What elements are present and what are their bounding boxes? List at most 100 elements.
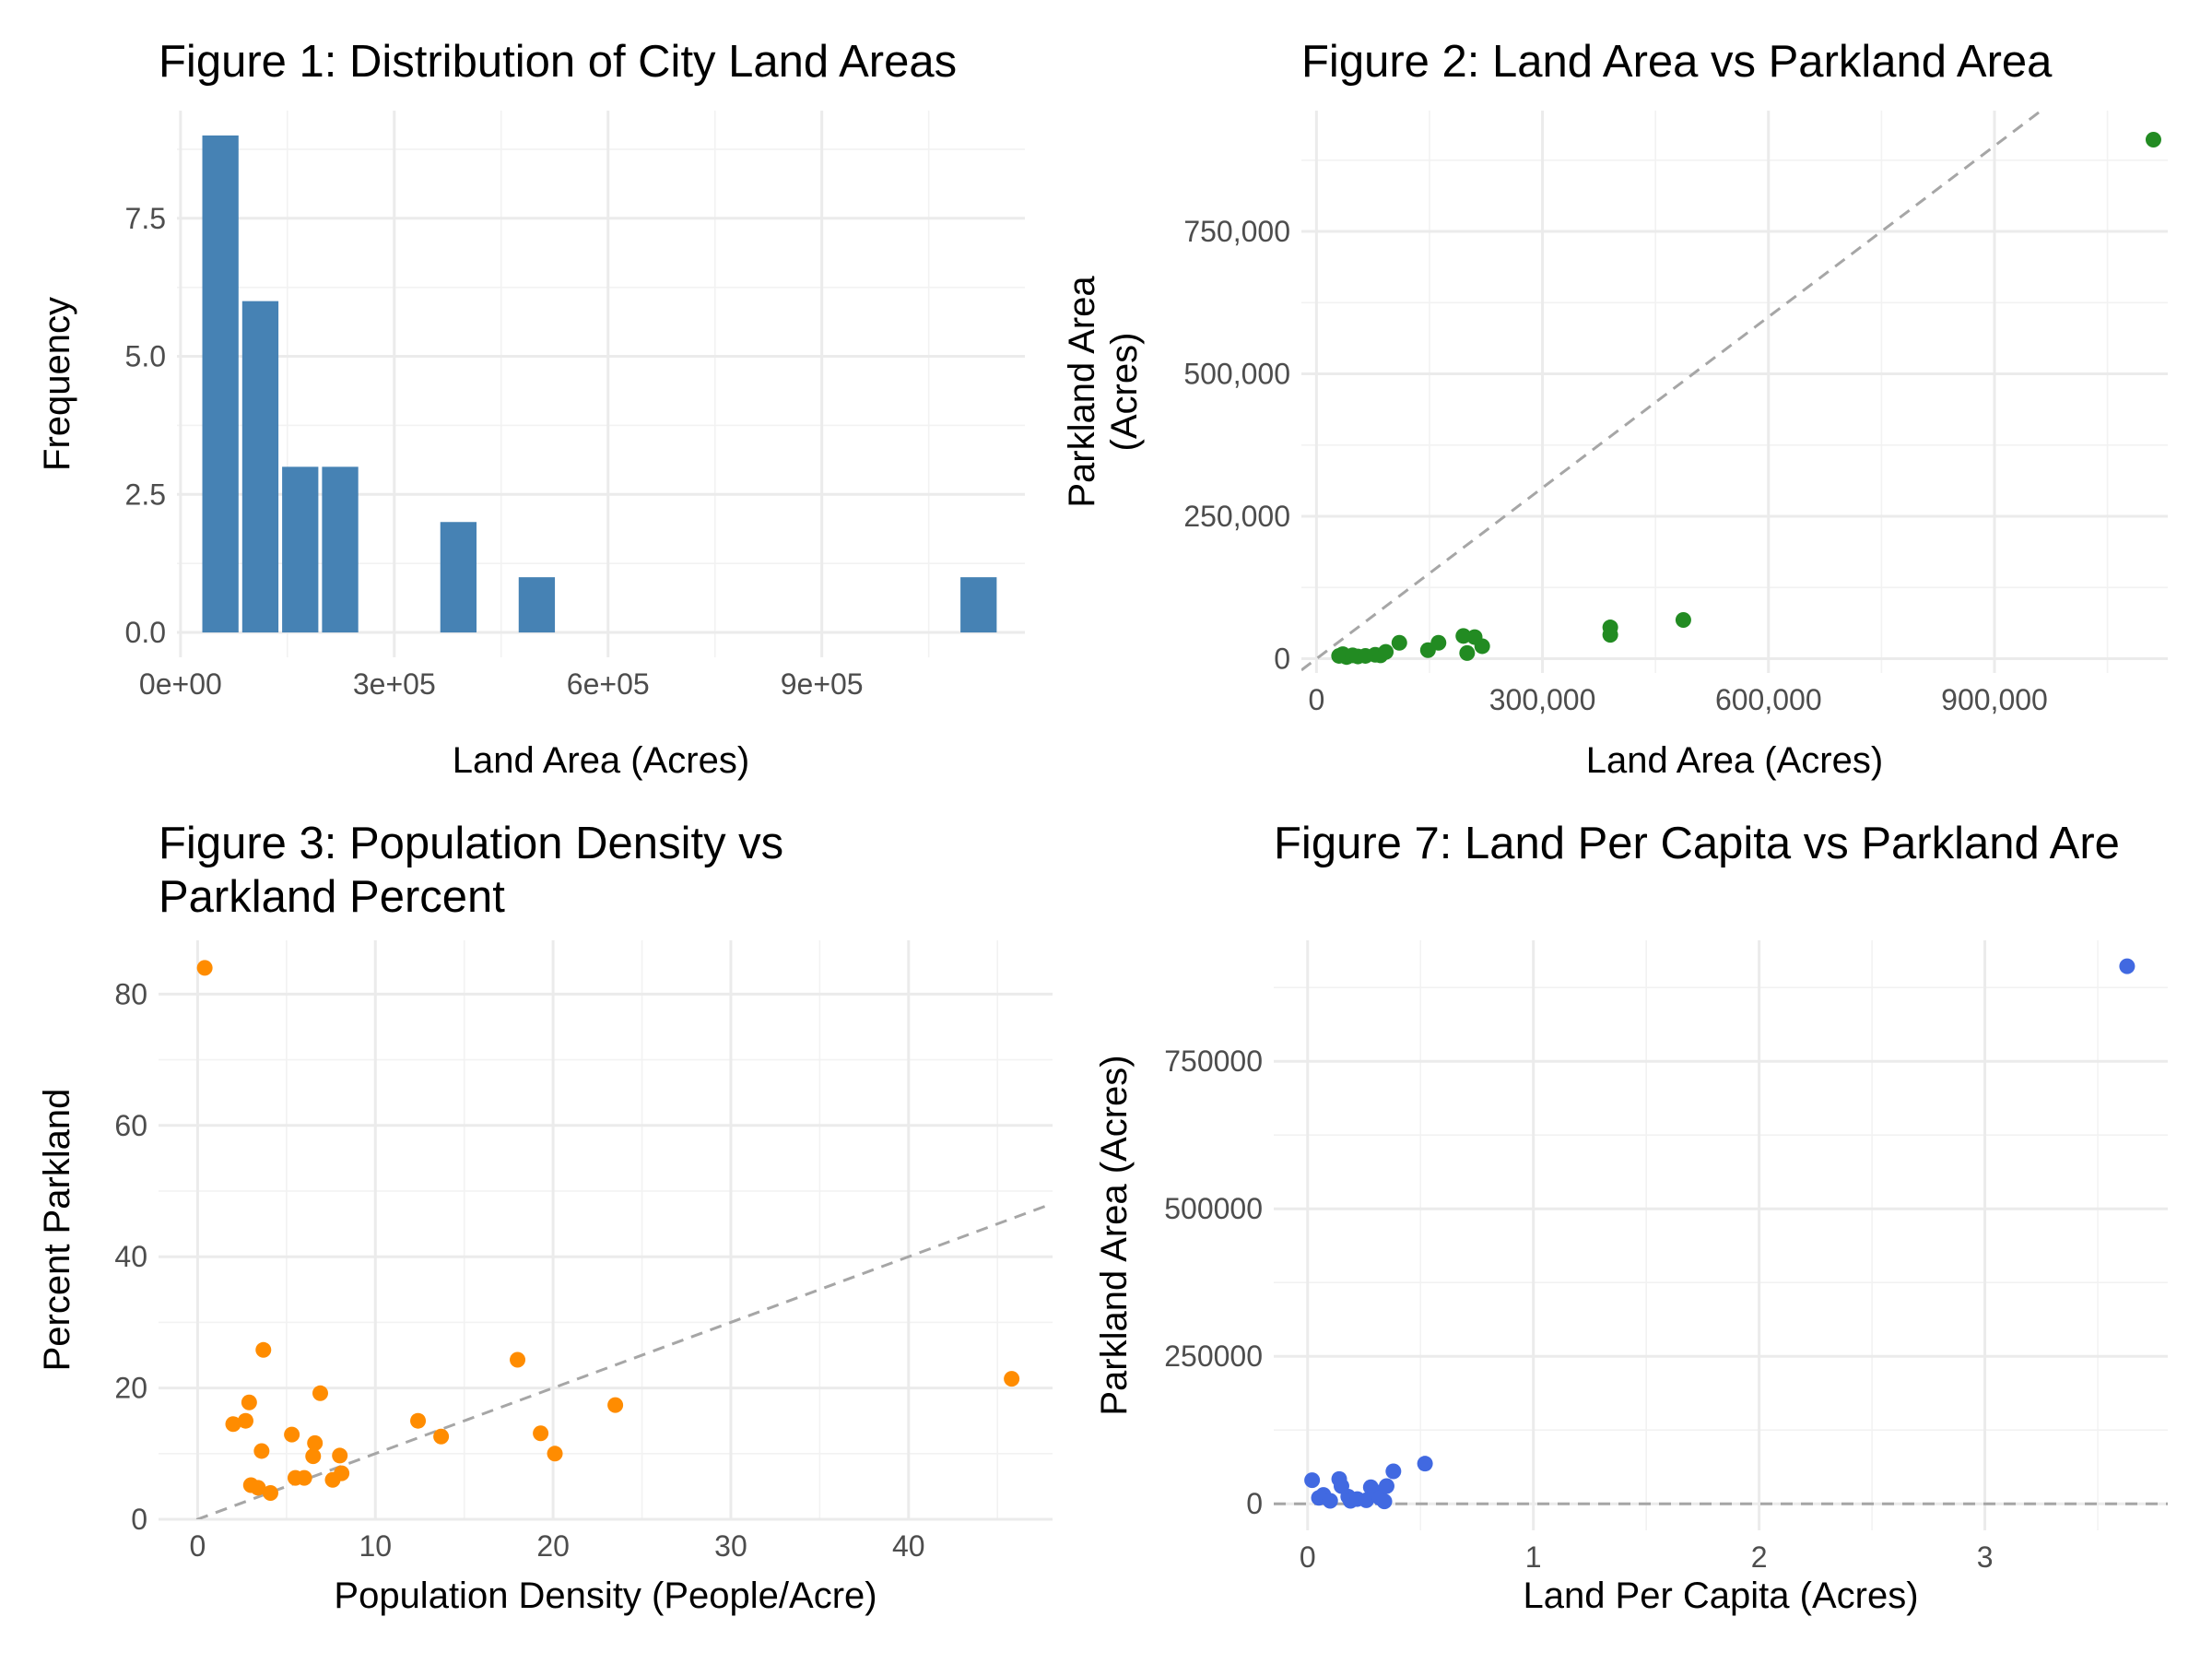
data-point — [1378, 1478, 1394, 1494]
data-point — [1378, 643, 1394, 660]
chart-title: Figure 2: Land Area vs Parkland Area — [1301, 37, 2053, 87]
data-point — [1455, 628, 1472, 644]
y-tick-label: 5.0 — [125, 340, 166, 373]
data-point — [1385, 1463, 1402, 1480]
data-point — [255, 1341, 272, 1358]
x-axis-label: Land Area (Acres) — [453, 740, 749, 781]
data-point — [1459, 644, 1476, 661]
histogram-bar — [322, 466, 359, 633]
data-point — [547, 1446, 563, 1462]
data-point — [1430, 634, 1447, 651]
y-tick-label: 80 — [114, 977, 147, 1010]
data-marks — [202, 135, 997, 633]
grid-lines — [177, 111, 1025, 657]
x-tick-label: 9e+05 — [781, 667, 864, 701]
x-tick-label: 900,000 — [1941, 683, 2048, 716]
x-tick-label: 2 — [1751, 1540, 1768, 1574]
y-tick-label: 0 — [1246, 1487, 1263, 1520]
histogram-bar — [518, 577, 556, 633]
y-tick-label: 250,000 — [1183, 500, 1290, 533]
y-tick-label: 0 — [1274, 643, 1290, 676]
chart-title: Figure 1: Distribution of City Land Area… — [159, 37, 957, 87]
x-tick-label: 0 — [190, 1529, 206, 1563]
data-point — [332, 1447, 348, 1464]
x-tick-label: 1 — [1525, 1540, 1542, 1574]
data-point — [2145, 132, 2161, 148]
data-point — [334, 1465, 350, 1481]
y-tick-label: 20 — [114, 1372, 147, 1405]
data-point — [237, 1412, 253, 1429]
y-axis-label-line: (Acres) — [1104, 333, 1145, 452]
data-point — [1675, 612, 1691, 629]
data-point — [262, 1485, 278, 1502]
data-point — [1004, 1371, 1020, 1387]
x-tick-label: 0 — [1300, 1540, 1316, 1574]
data-point — [241, 1394, 257, 1410]
data-marks — [1274, 958, 2168, 1510]
chart-title: Figure 3: Population Density vs — [159, 819, 783, 868]
x-tick-label: 20 — [536, 1529, 570, 1563]
reference-line — [194, 1202, 1053, 1519]
data-point — [284, 1426, 300, 1443]
y-axis-label: Parkland Area(Acres) — [1062, 276, 1145, 508]
y-tick-label: 40 — [114, 1240, 147, 1273]
grid-lines — [1274, 940, 2168, 1530]
data-point — [410, 1412, 427, 1429]
x-axis-label: Land Area (Acres) — [1586, 740, 1883, 781]
histogram-bar — [282, 466, 319, 633]
data-marks — [1301, 111, 2161, 672]
data-point — [1322, 1493, 1338, 1509]
panel-figure-3: 0 10 20 30 40 0 20 40 60 80 Figure 3: Population D… — [37, 819, 1053, 1616]
data-point — [225, 1416, 241, 1433]
y-tick-label: 250000 — [1164, 1339, 1263, 1373]
data-point — [312, 1385, 328, 1401]
x-tick-label: 6e+05 — [567, 667, 650, 701]
panel-figure-7: 0 1 2 3 0 250000 500000 750000 Figure 7: Land Pe… — [1094, 819, 2168, 1616]
chart-title: Figure 7: Land Per Capita vs Parkland Ar… — [1274, 819, 2120, 868]
data-point — [1391, 634, 1407, 651]
data-point — [533, 1425, 549, 1442]
histogram-bar — [960, 577, 997, 633]
data-point — [253, 1443, 270, 1459]
data-point — [1417, 1456, 1433, 1472]
x-tick-label: 40 — [892, 1529, 925, 1563]
x-tick-label: 3 — [1977, 1540, 1994, 1574]
y-axis-label-line: Frequency — [37, 297, 77, 471]
data-point — [250, 1480, 266, 1496]
y-tick-label: 2.5 — [125, 478, 166, 511]
x-tick-label: 300,000 — [1489, 683, 1596, 716]
data-point — [1602, 627, 1618, 643]
data-point — [305, 1448, 322, 1465]
histogram-bar — [202, 135, 239, 633]
panel-figure-1: 0e+00 3e+05 6e+05 9e+05 0.0 2.5 5.0 7.5 Figure 1… — [37, 37, 1025, 781]
data-marks — [194, 960, 1053, 1519]
reference-line — [1301, 111, 2044, 672]
panel-figure-2: 0 300,000 600,000 900,000 0 250,000 500,000 750… — [1062, 37, 2168, 781]
grid-lines — [159, 940, 1053, 1521]
y-tick-label: 60 — [114, 1109, 147, 1142]
data-point — [1376, 1493, 1393, 1510]
y-tick-label: 7.5 — [125, 202, 166, 235]
x-tick-label: 0e+00 — [139, 667, 222, 701]
data-point — [607, 1397, 624, 1413]
x-tick-label: 30 — [714, 1529, 747, 1563]
y-tick-label: 0.0 — [125, 616, 166, 649]
y-tick-label: 750000 — [1164, 1044, 1263, 1078]
data-point — [433, 1428, 450, 1445]
y-axis-label: Parkland Area (Acres) — [1094, 1055, 1135, 1415]
y-axis-label-line: Percent Parkland — [37, 1089, 77, 1372]
y-tick-label: 500,000 — [1183, 358, 1290, 391]
y-tick-label: 750,000 — [1183, 215, 1290, 248]
data-point — [307, 1434, 324, 1451]
x-axis-label: Population Density (People/Acre) — [334, 1575, 877, 1616]
grid-lines — [1301, 111, 2168, 673]
data-point — [2119, 958, 2136, 974]
histogram-bar — [440, 522, 477, 633]
x-tick-label: 0 — [1308, 683, 1324, 716]
y-tick-label: 0 — [131, 1503, 147, 1536]
data-point — [510, 1351, 526, 1368]
x-axis-label: Land Per Capita (Acres) — [1523, 1575, 1918, 1616]
y-axis-label-line: Parkland Area (Acres) — [1094, 1055, 1135, 1415]
data-point — [296, 1469, 312, 1486]
